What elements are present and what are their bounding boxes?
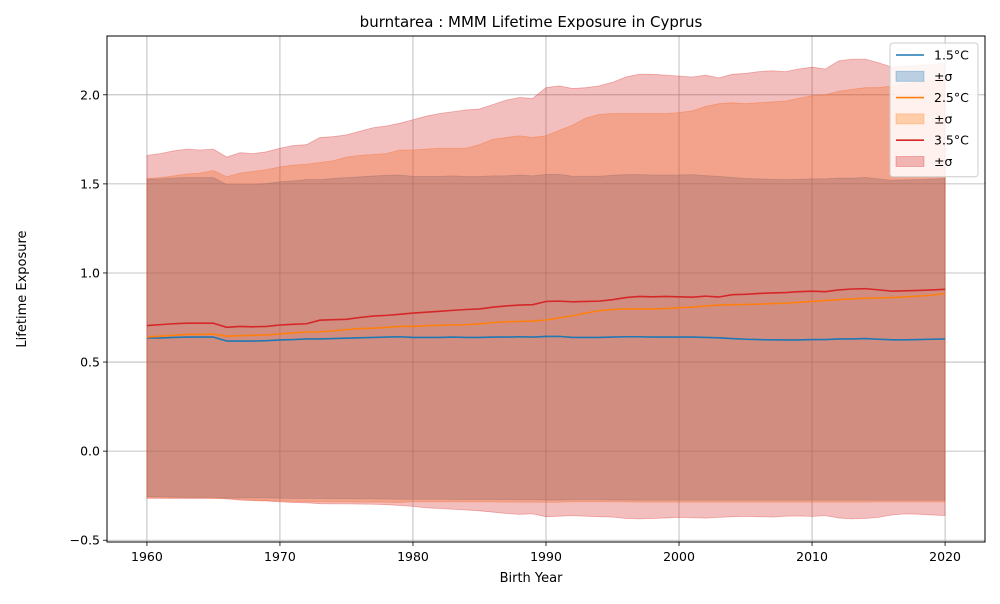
grid [107,36,985,542]
legend-label: ±σ [934,154,952,169]
y-tick-label: 1.5 [80,176,100,191]
legend-label: 1.5°C [934,48,969,63]
sigma-band-1.5°C [146,174,946,501]
legend-band-swatch [895,113,925,125]
y-tick-label: 2.0 [80,87,100,102]
mean-line-3.5°C [146,287,946,329]
plot-area [106,35,986,543]
mean-line-1.5°C [146,335,946,342]
x-tick-label: 1970 [264,549,296,564]
y-tick-label: −0.5 [70,533,100,548]
x-axis: 1960 1970 1980 1990 2000 2010 2020 [131,542,961,564]
y-axis-label: Lifetime Exposure [15,230,30,347]
legend-band-swatch [895,156,925,167]
legend: 1.5°C ±σ 2.5°C ±σ 3.5°C ±σ [889,42,979,178]
legend-label: ±σ [934,111,952,126]
sigma-band-2.5°C [146,76,946,503]
mean-line-2.5°C [146,292,946,338]
legend-label: 3.5°C [934,133,969,148]
legend-label: 2.5°C [934,90,969,105]
y-tick-label: 0.5 [80,355,100,370]
legend-band-swatch [895,70,925,82]
chart-title: burntarea : MMM Lifetime Exposure in Cyp… [360,13,703,31]
mean-lines [146,287,946,342]
x-axis-label: Birth Year [500,571,564,586]
legend-box [889,42,979,178]
y-tick-label: 1.0 [80,265,100,280]
x-tick-label: 1960 [131,549,163,564]
y-axis: −0.5 0.0 0.5 1.0 1.5 2.0 [70,87,107,548]
x-tick-label: 2000 [663,549,695,564]
legend-label: ±σ [934,69,952,84]
sigma-bands [146,58,946,520]
x-tick-label: 2020 [929,549,961,564]
x-tick-label: 1980 [397,549,429,564]
sigma-band-3.5°C [146,58,946,520]
x-tick-label: 1990 [530,549,562,564]
y-tick-label: 0.0 [80,444,100,459]
x-tick-label: 2010 [796,549,828,564]
